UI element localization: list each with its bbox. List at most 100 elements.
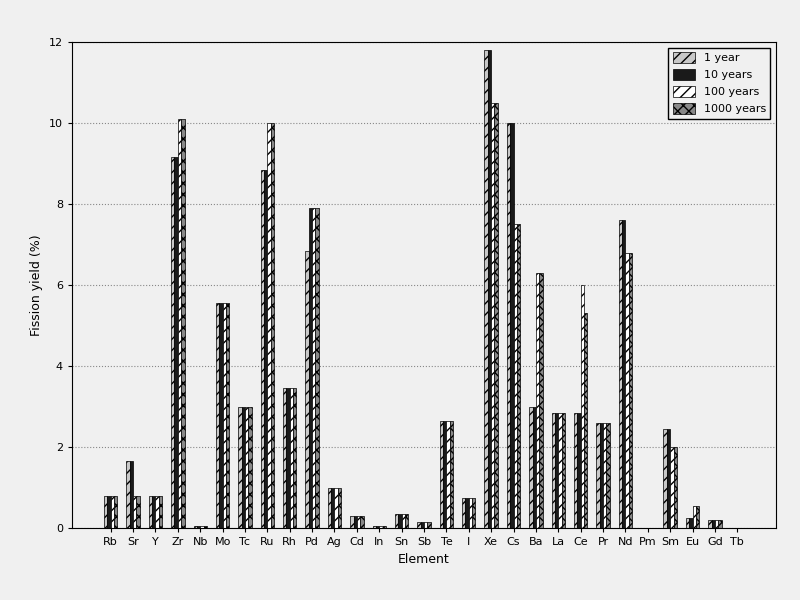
Bar [222, 303, 226, 528]
Bar [379, 526, 382, 528]
Bar [581, 285, 584, 528]
Bar [270, 123, 274, 528]
Bar [110, 496, 114, 528]
Bar [514, 224, 517, 528]
Bar [584, 313, 587, 528]
Bar [629, 253, 632, 528]
Bar [427, 522, 430, 528]
Bar [555, 413, 558, 528]
Bar [133, 496, 137, 528]
Bar [686, 518, 689, 528]
Bar [248, 407, 252, 528]
Bar [405, 514, 408, 528]
Bar [402, 514, 405, 528]
Bar [562, 413, 565, 528]
Legend: 1 year, 10 years, 100 years, 1000 years: 1 year, 10 years, 100 years, 1000 years [668, 47, 770, 119]
Bar [718, 520, 722, 528]
Bar [466, 497, 469, 528]
Bar [693, 506, 696, 528]
Bar [373, 526, 376, 528]
Bar [182, 119, 185, 528]
Bar [424, 522, 427, 528]
Bar [382, 526, 386, 528]
Bar [574, 413, 578, 528]
Bar [529, 407, 533, 528]
Bar [283, 388, 286, 528]
Bar [450, 421, 453, 528]
Bar [674, 447, 677, 528]
Bar [539, 273, 542, 528]
Bar [689, 518, 693, 528]
Bar [328, 487, 331, 528]
Bar [174, 157, 178, 528]
Bar [238, 407, 242, 528]
Bar [494, 103, 498, 528]
Bar [171, 157, 174, 528]
Bar [600, 422, 603, 528]
Bar [418, 522, 421, 528]
Bar [558, 413, 562, 528]
Bar [293, 388, 297, 528]
Bar [715, 520, 718, 528]
Bar [286, 388, 290, 528]
Bar [440, 421, 443, 528]
Bar [622, 220, 626, 528]
Bar [197, 526, 200, 528]
Bar [421, 522, 424, 528]
Bar [603, 422, 606, 528]
Bar [708, 520, 711, 528]
Bar [264, 170, 267, 528]
Bar [360, 516, 363, 528]
Bar [152, 496, 155, 528]
Bar [395, 514, 398, 528]
Bar [491, 103, 494, 528]
Bar [663, 429, 666, 528]
Bar [485, 50, 488, 528]
Bar [126, 461, 130, 528]
Bar [533, 407, 536, 528]
Bar [334, 487, 338, 528]
Bar [104, 496, 107, 528]
Bar [309, 208, 312, 528]
Bar [357, 516, 360, 528]
Bar [242, 407, 245, 528]
Bar [670, 447, 674, 528]
Bar [203, 526, 207, 528]
Bar [488, 50, 491, 528]
Bar [376, 526, 379, 528]
Bar [354, 516, 357, 528]
Bar [596, 422, 600, 528]
Bar [443, 421, 446, 528]
Bar [350, 516, 354, 528]
Bar [219, 303, 222, 528]
Bar [137, 496, 140, 528]
Bar [114, 496, 118, 528]
Bar [130, 461, 133, 528]
Bar [312, 208, 315, 528]
Bar [267, 123, 270, 528]
Bar [398, 514, 402, 528]
Bar [149, 496, 152, 528]
Bar [696, 506, 699, 528]
Bar [578, 413, 581, 528]
Bar [200, 526, 203, 528]
Bar [446, 421, 450, 528]
Bar [290, 388, 293, 528]
Bar [261, 170, 264, 528]
Bar [315, 208, 319, 528]
Bar [107, 496, 110, 528]
Bar [245, 407, 248, 528]
Bar [618, 220, 622, 528]
Bar [338, 487, 342, 528]
Bar [506, 123, 510, 528]
Y-axis label: Fission yield (%): Fission yield (%) [30, 234, 43, 336]
Bar [510, 123, 514, 528]
Bar [469, 497, 472, 528]
Bar [462, 497, 466, 528]
Bar [551, 413, 555, 528]
Bar [666, 429, 670, 528]
Bar [711, 520, 715, 528]
Bar [178, 119, 182, 528]
Bar [331, 487, 334, 528]
Bar [606, 422, 610, 528]
